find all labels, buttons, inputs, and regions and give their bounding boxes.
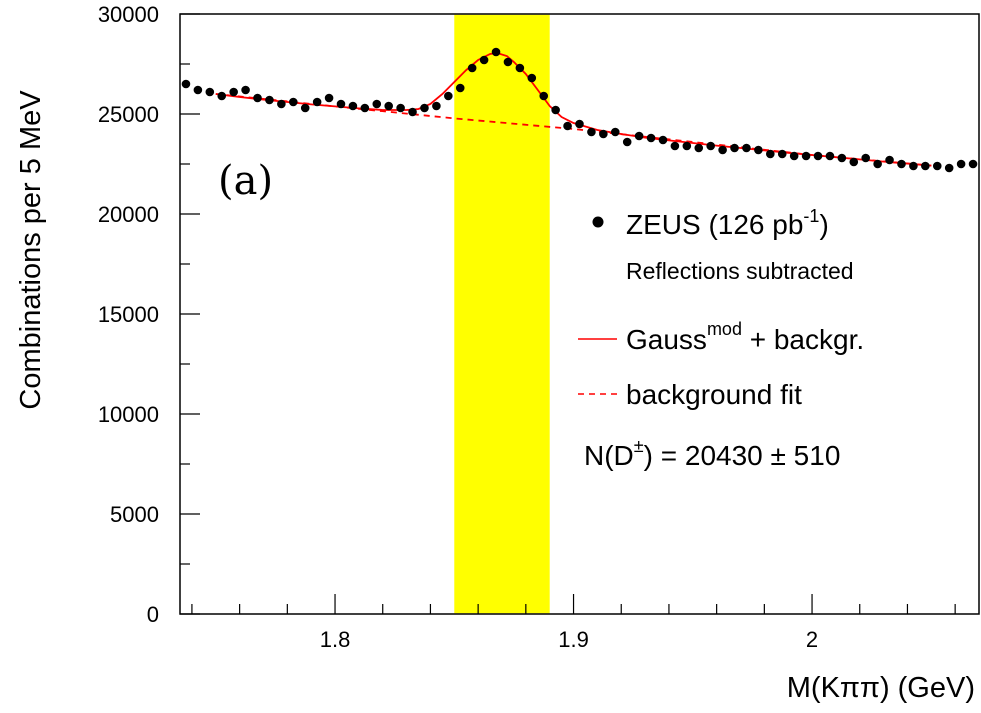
data-point — [909, 161, 918, 171]
data-point — [754, 145, 763, 155]
data-point — [384, 101, 393, 111]
y-tick-label: 25000 — [98, 102, 159, 127]
data-point — [622, 137, 632, 147]
data-point — [873, 159, 882, 169]
y-tick-label: 30000 — [98, 2, 159, 27]
y-tick-label: 10000 — [98, 402, 159, 427]
data-point — [599, 129, 608, 139]
data-point — [921, 161, 930, 171]
data-point — [312, 97, 322, 107]
data-point — [253, 93, 262, 103]
data-point — [944, 163, 954, 173]
data-point — [372, 99, 382, 109]
data-point — [587, 127, 596, 137]
data-point — [432, 101, 441, 111]
data-point — [455, 83, 465, 93]
data-point — [408, 107, 417, 117]
data-point — [932, 161, 942, 171]
data-point — [288, 97, 298, 107]
data-point — [563, 121, 572, 131]
data-point — [718, 145, 727, 155]
data-point — [861, 153, 871, 163]
legend-point-marker — [592, 216, 604, 228]
x-tick-label: 2 — [806, 627, 818, 652]
legend: ZEUS (126 pb-1) Reflections subtracted G… — [578, 206, 864, 471]
data-point — [670, 141, 680, 151]
data-point — [479, 55, 489, 65]
data-point — [193, 85, 203, 95]
curve-layer — [215, 52, 932, 167]
data-point — [396, 103, 405, 113]
data-point — [777, 149, 787, 159]
y-tick-label: 0 — [147, 602, 159, 627]
data-point — [897, 159, 906, 169]
data-point — [336, 99, 346, 109]
legend-label-fit: Gaussmod + backgr. — [626, 319, 864, 355]
data-point — [956, 159, 966, 169]
data-point — [730, 143, 739, 153]
data-point — [229, 87, 238, 97]
data-point — [789, 151, 799, 161]
data-point — [181, 79, 191, 89]
data-point — [265, 95, 274, 105]
data-point — [885, 155, 894, 165]
legend-label-background: background fit — [626, 379, 802, 410]
data-point — [241, 85, 250, 95]
data-point — [539, 91, 549, 101]
data-point — [849, 157, 859, 167]
panel-label: (a) — [218, 158, 273, 204]
signal-yield-text: N(D±) = 20430 ± 510 — [584, 436, 840, 471]
data-point — [515, 63, 525, 73]
signal-band-layer — [454, 14, 550, 614]
data-point — [491, 47, 501, 57]
signal-fit-line — [215, 52, 932, 167]
data-point — [706, 141, 715, 151]
data-point — [300, 103, 310, 113]
data-point — [694, 143, 704, 153]
data-point — [658, 135, 668, 145]
data-point — [575, 119, 584, 129]
legend-label-reflections: Reflections subtracted — [626, 258, 854, 284]
data-point — [324, 93, 334, 103]
data-point — [634, 131, 644, 141]
x-axis-title: M(Kππ) (GeV) — [787, 672, 975, 704]
data-point — [682, 141, 692, 151]
data-point — [205, 87, 215, 97]
data-point — [444, 91, 453, 101]
data-point — [217, 91, 227, 101]
x-tick-label: 1.9 — [558, 627, 589, 652]
data-point — [551, 105, 560, 115]
data-point — [277, 99, 286, 109]
data-point — [467, 63, 477, 73]
data-point — [837, 153, 847, 163]
data-point — [646, 133, 656, 143]
data-point — [801, 151, 811, 161]
y-tick-label: 15000 — [98, 302, 159, 327]
data-point — [610, 127, 620, 137]
data-point — [420, 103, 429, 113]
data-point — [527, 73, 537, 83]
background-fit-line — [215, 93, 932, 167]
data-points-layer — [181, 47, 978, 173]
data-point — [360, 103, 370, 113]
y-tick-label: 5000 — [110, 502, 159, 527]
data-point — [742, 143, 751, 153]
x-tick-label: 1.8 — [320, 627, 351, 652]
data-point — [825, 151, 835, 161]
tick-layer: 1.8 1.9 2 0 5000 10000 15000 20000 25000 30000 — [98, 2, 956, 652]
legend-label-data: ZEUS (126 pb-1) — [626, 206, 829, 240]
data-point — [766, 149, 775, 159]
y-tick-label: 20000 — [98, 202, 159, 227]
data-point — [968, 159, 978, 169]
data-point — [348, 101, 358, 111]
data-point — [813, 151, 823, 161]
signal-band — [454, 14, 550, 614]
data-point — [503, 57, 513, 67]
y-axis-title: Combinations per 5 MeV — [15, 90, 47, 410]
